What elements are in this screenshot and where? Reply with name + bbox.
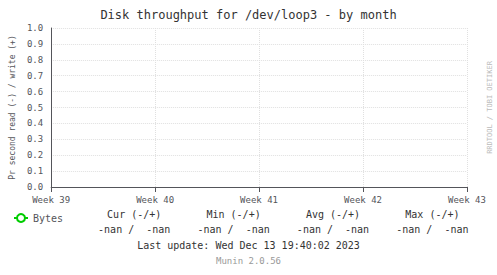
svg-text:Disk throughput for /dev/loop3: Disk throughput for /dev/loop3 - by mont… bbox=[100, 8, 396, 22]
svg-text:Last update: Wed Dec 13 19:40:: Last update: Wed Dec 13 19:40:02 2023 bbox=[137, 240, 360, 251]
svg-text:0.5: 0.5 bbox=[27, 103, 43, 113]
svg-text:0.7: 0.7 bbox=[27, 71, 43, 81]
svg-text:Cur (-/+): Cur (-/+) bbox=[107, 209, 161, 220]
svg-text:0.2: 0.2 bbox=[27, 150, 43, 160]
svg-text:Week 43: Week 43 bbox=[448, 195, 486, 205]
svg-text:Week 42: Week 42 bbox=[344, 195, 382, 205]
svg-text:Bytes: Bytes bbox=[33, 213, 63, 224]
svg-text:Avg (-/+): Avg (-/+) bbox=[306, 209, 360, 220]
svg-text:-nan / -nan: -nan / -nan bbox=[197, 224, 269, 235]
svg-text:Munin 2.0.56: Munin 2.0.56 bbox=[216, 256, 281, 266]
svg-text:0.0: 0.0 bbox=[27, 182, 43, 192]
svg-text:0.4: 0.4 bbox=[27, 118, 43, 128]
svg-text:0.3: 0.3 bbox=[27, 134, 43, 144]
svg-text:Pr second read (-) / write (+): Pr second read (-) / write (+) bbox=[8, 35, 17, 180]
svg-text:1.0: 1.0 bbox=[27, 23, 43, 33]
svg-text:0.9: 0.9 bbox=[27, 39, 43, 49]
svg-text:-nan / -nan: -nan / -nan bbox=[297, 224, 369, 235]
svg-text:0.8: 0.8 bbox=[27, 55, 43, 65]
svg-text:Week 40: Week 40 bbox=[136, 195, 174, 205]
svg-text:-nan / -nan: -nan / -nan bbox=[396, 224, 468, 235]
svg-text:RRDTOOL / TOBI OETIKER: RRDTOOL / TOBI OETIKER bbox=[486, 60, 494, 154]
svg-text:0.6: 0.6 bbox=[27, 87, 43, 97]
svg-text:0.1: 0.1 bbox=[27, 166, 43, 176]
svg-text:Week 41: Week 41 bbox=[240, 195, 278, 205]
svg-text:-nan / -nan: -nan / -nan bbox=[98, 224, 170, 235]
svg-text:Min (-/+): Min (-/+) bbox=[206, 209, 260, 220]
svg-text:Week 39: Week 39 bbox=[32, 195, 70, 205]
svg-text:Max (-/+): Max (-/+) bbox=[405, 209, 459, 220]
